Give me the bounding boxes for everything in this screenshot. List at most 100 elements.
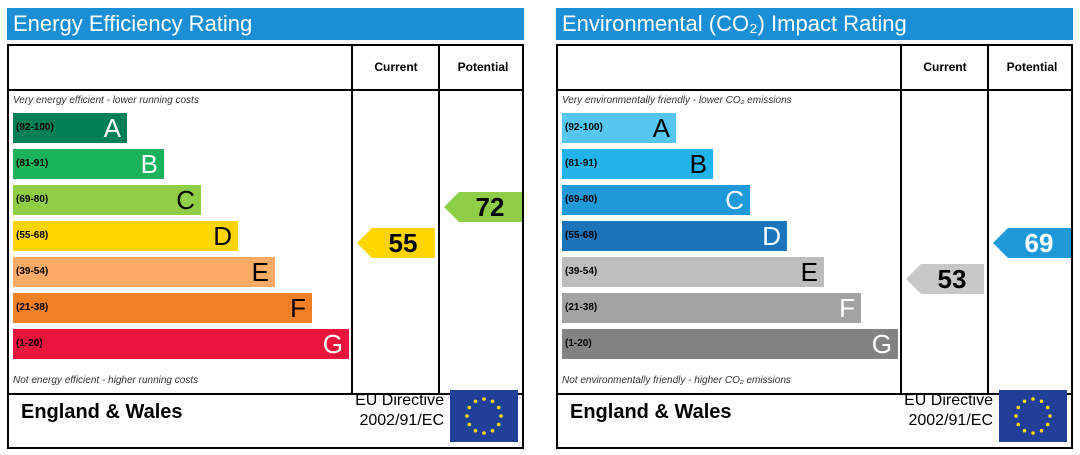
eu-directive: EU Directive 2002/91/EC	[904, 391, 993, 431]
bottom-note: Not energy efficient - higher running co…	[13, 375, 199, 386]
rating-band-b: (81-91) B	[562, 149, 713, 179]
panel-title: Energy Efficiency Rating	[7, 8, 524, 40]
band-range: (55-68)	[16, 230, 49, 241]
band-range: (69-80)	[16, 194, 49, 205]
rating-band-f: (21-38) F	[562, 293, 861, 323]
star-icon	[1014, 414, 1018, 418]
band-range: (69-80)	[565, 194, 598, 205]
eu-directive: EU Directive 2002/91/EC	[355, 391, 444, 431]
star-icon	[1016, 405, 1021, 410]
band-letter: B	[140, 149, 158, 179]
star-icon	[465, 414, 469, 418]
header-divider	[9, 89, 522, 91]
arrow-shape	[357, 228, 435, 258]
star-icon	[490, 428, 495, 433]
potential-column-header: Potential	[1006, 60, 1058, 74]
rating-band-d: (55-68) D	[562, 221, 787, 251]
band-letter: E	[251, 257, 269, 287]
column-divider	[987, 46, 989, 393]
column-divider	[438, 46, 440, 393]
star-icon	[482, 431, 486, 435]
directive-line-2: 2002/91/EC	[908, 412, 993, 429]
star-icon	[1045, 422, 1050, 427]
band-range: (1-20)	[16, 338, 43, 349]
panel-title: Environmental (CO₂) Impact Rating	[556, 8, 1073, 40]
current-column-header: Current	[374, 60, 418, 74]
footer-divider	[9, 393, 522, 395]
band-letter: A	[103, 113, 121, 143]
energy-efficiency-panel: Energy Efficiency Rating Current Potenti…	[7, 8, 524, 449]
rating-band-g: (1-20) G	[562, 329, 898, 359]
star-icon	[1045, 405, 1050, 410]
rating-band-a: (92-100) A	[562, 113, 676, 143]
band-letter: G	[322, 329, 343, 359]
eu-flag-icon	[450, 390, 518, 442]
band-letter: C	[725, 185, 744, 215]
band-range: (92-100)	[16, 122, 54, 133]
band-range: (21-38)	[16, 302, 49, 313]
current-rating-arrow: 53	[906, 264, 984, 294]
potential-column-header: Potential	[457, 60, 509, 74]
directive-line-1: EU Directive	[355, 392, 444, 409]
rating-band-e: (39-54) E	[562, 257, 824, 287]
band-range: (81-91)	[565, 158, 598, 169]
band-range: (81-91)	[16, 158, 49, 169]
footer-divider	[558, 393, 1071, 395]
potential-rating-arrow: 69	[993, 228, 1071, 258]
star-icon	[1048, 414, 1052, 418]
eu-stars	[1014, 397, 1052, 435]
star-icon	[1022, 399, 1027, 404]
band-letter: F	[839, 293, 855, 323]
column-divider	[900, 46, 902, 393]
rating-band-b: (81-91) B	[13, 149, 164, 179]
star-icon	[1039, 399, 1044, 404]
band-letter: C	[176, 185, 195, 215]
arrow-shape	[444, 192, 522, 222]
rating-band-g: (1-20) G	[13, 329, 349, 359]
current-rating-arrow: 55	[357, 228, 435, 258]
band-range: (39-54)	[565, 266, 598, 277]
band-letter: D	[213, 221, 232, 251]
band-letter: G	[871, 329, 892, 359]
rating-frame: Current Potential Very environmentally f…	[556, 44, 1073, 449]
rating-band-a: (92-100) A	[13, 113, 127, 143]
region-label: England & Wales	[570, 401, 732, 423]
potential-rating-value: 69	[1024, 228, 1054, 258]
band-letter: B	[689, 149, 707, 179]
potential-rating-arrow: 72	[444, 192, 522, 222]
eu-stars	[465, 397, 503, 435]
star-icon	[473, 428, 478, 433]
rating-band-f: (21-38) F	[13, 293, 312, 323]
header-divider	[558, 89, 1071, 91]
bottom-note: Not environmentally friendly - higher CO…	[562, 375, 791, 386]
star-icon	[473, 399, 478, 404]
rating-band-c: (69-80) C	[562, 185, 750, 215]
star-icon	[490, 399, 495, 404]
band-range: (55-68)	[565, 230, 598, 241]
band-letter: F	[290, 293, 306, 323]
current-rating-value: 53	[937, 264, 967, 294]
band-range: (39-54)	[16, 266, 49, 277]
directive-line-1: EU Directive	[904, 392, 993, 409]
star-icon	[482, 397, 486, 401]
band-range: (1-20)	[565, 338, 592, 349]
star-icon	[499, 414, 503, 418]
top-note: Very energy efficient - lower running co…	[13, 95, 199, 106]
star-icon	[467, 405, 472, 410]
rating-band-c: (69-80) C	[13, 185, 201, 215]
current-column-header: Current	[923, 60, 967, 74]
current-rating-value: 55	[388, 228, 418, 258]
star-icon	[1022, 428, 1027, 433]
star-icon	[1031, 397, 1035, 401]
arrow-shape	[993, 228, 1071, 258]
directive-line-2: 2002/91/EC	[359, 412, 444, 429]
arrow-shape	[906, 264, 984, 294]
rating-band-d: (55-68) D	[13, 221, 238, 251]
eu-flag-icon	[999, 390, 1067, 442]
band-letter: E	[800, 257, 818, 287]
column-divider	[351, 46, 353, 393]
band-letter: A	[652, 113, 670, 143]
environmental-impact-panel: Environmental (CO₂) Impact Rating Curren…	[556, 8, 1073, 449]
band-letter: D	[762, 221, 781, 251]
region-label: England & Wales	[21, 401, 183, 423]
